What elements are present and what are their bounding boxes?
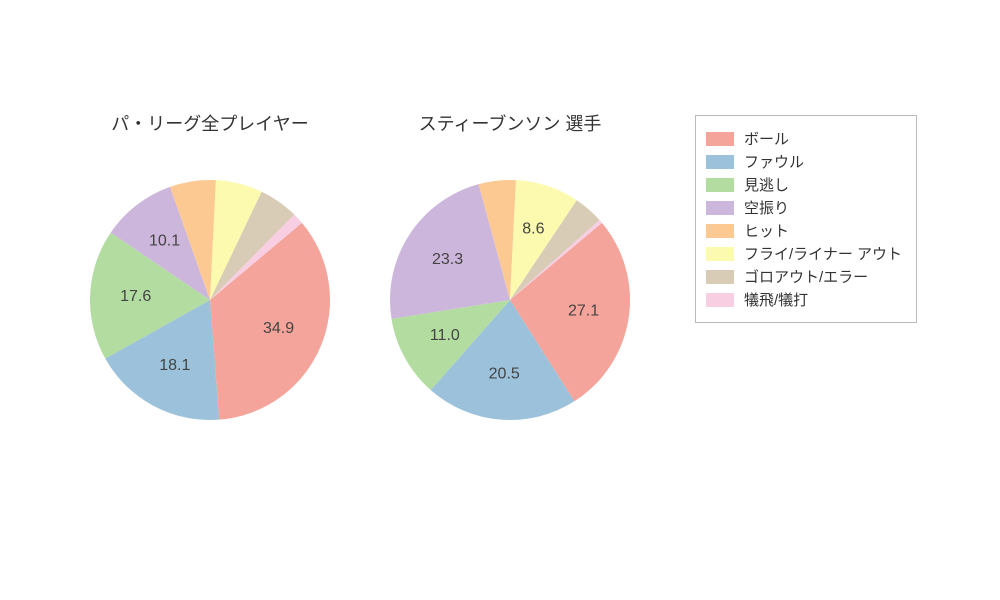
pie-league: 34.9 18.1 17.6 10.1 — [88, 178, 332, 422]
pie-label-swinging: 10.1 — [149, 232, 180, 249]
pie-label-swinging: 23.3 — [432, 251, 463, 268]
legend-swatch-sacrifice — [706, 293, 734, 307]
legend-label-hit: ヒット — [744, 220, 789, 241]
chart-title-league: パ・リーグ全プレイヤー — [80, 110, 340, 136]
chart-stage: 34.918.117.610.1パ・リーグ全プレイヤー27.120.511.02… — [0, 0, 1000, 600]
legend-swatch-flyliner — [706, 247, 734, 261]
legend-swatch-hit — [706, 224, 734, 238]
pie-player: 27.1 20.5 11.0 23.3 8.6 — [388, 178, 632, 422]
legend-label-swinging: 空振り — [744, 197, 789, 218]
legend-item-foul: ファウル — [706, 151, 902, 172]
pie-label-flyliner: 8.6 — [522, 221, 544, 238]
pie-label-looking: 11.0 — [430, 327, 460, 344]
legend-swatch-looking — [706, 178, 734, 192]
legend-label-ball: ボール — [744, 128, 789, 149]
legend-swatch-swinging — [706, 201, 734, 215]
chart-title-player: スティーブンソン 選手 — [380, 110, 640, 136]
legend-item-swinging: 空振り — [706, 197, 902, 218]
legend-swatch-grounderr — [706, 270, 734, 284]
legend-label-looking: 見逃し — [744, 174, 789, 195]
legend-swatch-ball — [706, 132, 734, 146]
legend: ボールファウル見逃し空振りヒットフライ/ライナー アウトゴロアウト/エラー犠飛/… — [695, 115, 917, 323]
legend-label-sacrifice: 犠飛/犠打 — [744, 289, 808, 310]
legend-item-looking: 見逃し — [706, 174, 902, 195]
legend-item-ball: ボール — [706, 128, 902, 149]
legend-swatch-foul — [706, 155, 734, 169]
legend-item-grounderr: ゴロアウト/エラー — [706, 266, 902, 287]
legend-label-foul: ファウル — [744, 151, 804, 172]
pie-label-foul: 20.5 — [489, 365, 520, 382]
legend-label-grounderr: ゴロアウト/エラー — [744, 266, 868, 287]
pie-label-looking: 17.6 — [120, 288, 151, 305]
legend-item-sacrifice: 犠飛/犠打 — [706, 289, 902, 310]
pie-label-foul: 18.1 — [159, 357, 190, 374]
pie-label-ball: 34.9 — [263, 320, 294, 337]
legend-label-flyliner: フライ/ライナー アウト — [744, 243, 902, 264]
pie-label-ball: 27.1 — [568, 303, 599, 320]
legend-item-hit: ヒット — [706, 220, 902, 241]
legend-item-flyliner: フライ/ライナー アウト — [706, 243, 902, 264]
